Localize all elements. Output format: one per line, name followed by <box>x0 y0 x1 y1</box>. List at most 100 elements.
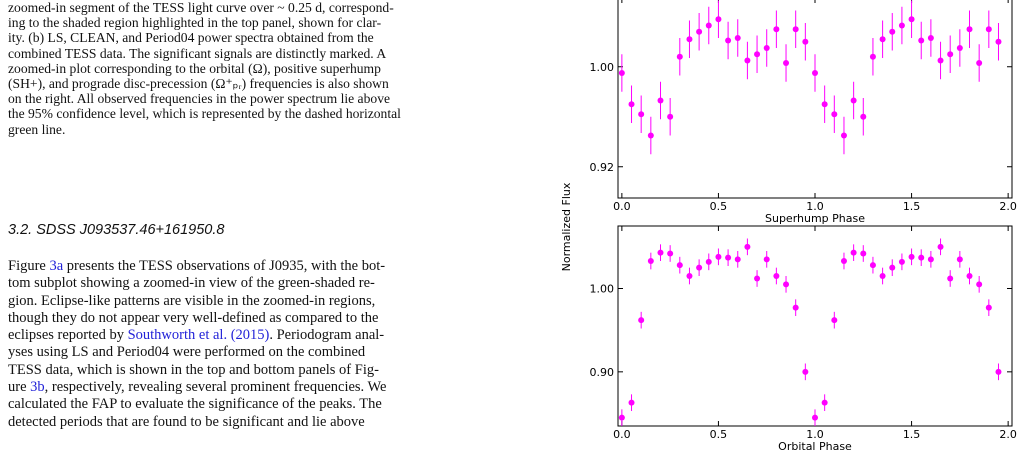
data-point <box>812 70 818 76</box>
data-point <box>821 399 828 406</box>
data-point <box>783 60 790 66</box>
data-point <box>638 317 645 324</box>
y-tick-label: 1.00 <box>590 61 615 74</box>
data-point <box>763 45 770 51</box>
data-point <box>705 22 712 29</box>
body-text: ure <box>8 379 31 396</box>
data-point <box>976 281 983 288</box>
data-point <box>715 253 722 260</box>
data-point <box>956 45 963 51</box>
data-point <box>889 264 896 271</box>
light-curve-svg: Normalized Flux 0.0 0.5 1.0 1.5 2.0 0.92 1.00 S… <box>560 0 1017 453</box>
data-point <box>869 53 876 60</box>
citation-link[interactable]: Southworth et al. (2015) <box>127 327 270 344</box>
data-point <box>802 38 809 45</box>
data-point <box>821 101 828 108</box>
x-tick-label: 1.0 <box>806 428 824 441</box>
data-point <box>985 304 992 311</box>
y-tick-label: 0.90 <box>590 366 615 379</box>
x-tick-label: 1.0 <box>806 200 824 213</box>
data-point <box>831 111 838 118</box>
caption-line: green line. <box>8 121 66 137</box>
data-point <box>812 414 818 421</box>
data-point <box>744 57 751 64</box>
data-point <box>734 35 741 41</box>
x-tick-label: 1.5 <box>903 200 921 213</box>
y-tick-label: 1.00 <box>590 283 615 296</box>
data-point <box>898 22 905 29</box>
data-point <box>860 250 867 257</box>
data-point <box>831 317 838 324</box>
body-text: . Periodogram anal- <box>269 327 385 344</box>
data-point <box>667 250 674 257</box>
data-point <box>754 51 761 58</box>
data-point <box>995 38 1002 45</box>
x-tick-label: 0.0 <box>613 200 631 213</box>
data-point <box>976 60 983 66</box>
caption-line: zoomed-in segment of the TESS light curv… <box>8 0 394 15</box>
body-line: yses using LS and Period04 were performe… <box>8 344 366 361</box>
data-point <box>927 256 934 263</box>
figure-link[interactable]: 3b <box>30 379 45 396</box>
caption-line: zoomed-in plot corresponding to the orbi… <box>8 60 381 76</box>
caption-line: the 95% confidence level, which is repre… <box>8 106 401 122</box>
data-point <box>783 281 790 288</box>
data-point <box>937 57 944 64</box>
data-point <box>705 258 712 265</box>
data-point <box>734 256 741 263</box>
data-point <box>947 275 954 282</box>
body-line: though they do not appear very well-defi… <box>8 309 379 326</box>
data-point <box>802 368 809 375</box>
data-point <box>618 70 625 76</box>
x-axis-label: Orbital Phase <box>778 440 852 453</box>
data-point <box>647 132 654 139</box>
data-point <box>947 51 954 58</box>
caption-line: combined TESS data. The significant sign… <box>8 45 387 61</box>
figure-link[interactable]: 3a <box>49 258 64 274</box>
data-point <box>773 26 780 33</box>
body-paragraph: Figure 3a presents the TESS observations… <box>8 258 520 431</box>
data-point <box>715 16 722 23</box>
plot-frame <box>617 225 1013 427</box>
data-point <box>628 101 635 108</box>
caption-line: ity. (b) LS, CLEAN, and Period04 power s… <box>8 30 374 46</box>
data-point <box>725 37 732 44</box>
data-point <box>869 262 876 269</box>
data-point <box>918 254 925 261</box>
body-text: eclipses reported by <box>8 327 128 344</box>
data-point <box>956 256 963 263</box>
light-curve-figure: Normalized Flux 0.0 0.5 1.0 1.5 2.0 0.92 1.00 S… <box>548 0 1030 465</box>
data-point <box>696 264 703 271</box>
data-point <box>657 97 664 104</box>
data-point <box>792 304 799 311</box>
data-point <box>647 258 654 264</box>
data-point <box>725 254 732 261</box>
data-point <box>985 26 992 33</box>
data-point <box>850 97 857 104</box>
caption-line: (SH+), and prograde disc-precession (Ω⁺ₚ… <box>8 76 389 92</box>
body-line: detected periods that are found to be si… <box>8 413 365 430</box>
data-point <box>638 111 645 118</box>
caption-line: on the right. All observed frequencies i… <box>8 91 391 107</box>
data-point <box>667 113 674 120</box>
figure-caption: zoomed-in segment of the TESS light curv… <box>8 0 520 137</box>
data-point <box>628 399 635 406</box>
section-heading: 3.2. SDSS J093537.46+161950.8 <box>8 222 225 238</box>
data-point <box>908 253 915 260</box>
data-point <box>966 273 973 279</box>
data-point <box>889 28 896 35</box>
body-line: TESS data, which is shown in the top and… <box>8 361 379 378</box>
data-point <box>686 36 693 43</box>
x-tick-label: 0.5 <box>710 200 728 213</box>
data-point <box>937 243 944 250</box>
body-text: , respectively, revealing several promin… <box>44 379 387 396</box>
data-point <box>840 132 847 139</box>
y-axis-label: Normalized Flux <box>560 182 573 271</box>
data-point <box>966 26 973 33</box>
data-point <box>686 273 693 279</box>
data-point <box>995 368 1002 375</box>
y-tick-label: 0.92 <box>590 161 615 174</box>
data-point <box>860 113 867 120</box>
plot-frame <box>617 0 1013 199</box>
data-point <box>840 258 847 264</box>
